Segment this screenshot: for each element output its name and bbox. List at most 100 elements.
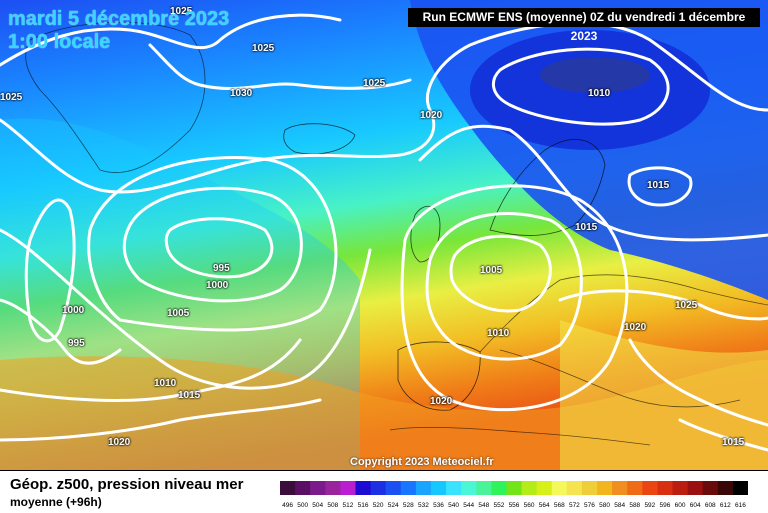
color-scale-swatch: [717, 481, 734, 495]
isobar-label: 995: [213, 263, 230, 274]
color-scale-swatch: [476, 481, 492, 495]
isobar-1005-europe: [449, 234, 552, 313]
forecast-time: 1:00 locale: [8, 31, 111, 53]
color-scale-swatch: [430, 481, 447, 495]
coastline-iceland: [283, 123, 356, 155]
isobar-label: 1025: [0, 92, 23, 103]
color-scale-swatch: [295, 481, 311, 495]
isobar-1015-southeast: [678, 418, 768, 452]
isobar-label: 1020: [420, 110, 443, 121]
isobar-label: 1000: [206, 280, 229, 291]
isobar-label: 1015: [647, 180, 670, 191]
color-scale-tick: 556: [509, 502, 520, 509]
isobar-label: 1025: [252, 43, 275, 54]
color-scale-swatch: [657, 481, 674, 495]
color-scale-swatch: [732, 481, 748, 495]
color-scale-swatch: [370, 481, 387, 495]
color-scale-tick: 584: [614, 502, 625, 509]
isobar-995-west: [0, 298, 122, 365]
isobar-label: 1030: [230, 88, 253, 99]
isobar-label: 1005: [167, 308, 190, 319]
isobar-1025-north: [0, 13, 342, 67]
color-scale-tick: 572: [569, 502, 580, 509]
isobar-1015-europe: [400, 184, 629, 412]
color-scale-swatch: [415, 481, 432, 495]
map-product-title: Géop. z500, pression niveau mer: [10, 476, 244, 493]
color-scale-swatch: [310, 481, 326, 495]
isobar-1000: [122, 186, 303, 303]
map-product-subtitle: moyenne (+96h): [10, 495, 102, 509]
color-scale-swatch: [385, 481, 402, 495]
isobar-1010-low: [491, 47, 670, 126]
map-footer: Géop. z500, pression niveau mer moyenne …: [0, 470, 768, 513]
isobar-label: 1020: [624, 322, 647, 333]
run-info-box: Run ECMWF ENS (moyenne) 0Z du vendredi 1…: [408, 8, 760, 43]
isobar-label: 1005: [480, 265, 503, 276]
coastline-iberia: [397, 341, 481, 411]
isobar-label: 1010: [487, 328, 510, 339]
isobar-1000-west: [24, 198, 76, 343]
color-scale-tick: 540: [448, 502, 459, 509]
color-scale-swatch: [340, 481, 356, 495]
isobar-label: 1025: [363, 78, 386, 89]
isobar-label: 1000: [62, 305, 85, 316]
color-scale-tick: 496: [282, 502, 293, 509]
geopotential-map: [0, 0, 768, 470]
color-scale-swatch: [566, 481, 583, 495]
color-scale-tick: 588: [629, 502, 640, 509]
color-scale-swatch: [551, 481, 568, 495]
isobars: [0, 13, 768, 452]
color-scale-tick: 524: [388, 502, 399, 509]
color-scale-swatch: [612, 481, 628, 495]
color-scale-tick: 552: [493, 502, 504, 509]
isobar-1015-atlantic: [0, 338, 302, 402]
isobar-label: 1020: [108, 437, 131, 448]
color-scale-swatch: [642, 481, 658, 495]
coastline-africa: [389, 427, 651, 446]
color-scale-tick: 596: [660, 502, 671, 509]
low-core-shading: [540, 57, 650, 93]
color-scale-tick: 564: [539, 502, 550, 509]
color-scale-swatch: [506, 481, 523, 495]
color-scale-tick: 500: [297, 502, 308, 509]
map-date-title: mardi 5 décembre 2023 1:00 locale: [8, 8, 229, 53]
isobar-label: 995: [68, 338, 85, 349]
color-scale-swatch: [400, 481, 417, 495]
isobar-995: [164, 217, 274, 279]
copyright-text: Copyright 2023 Meteociel.fr: [350, 456, 494, 468]
color-scale-swatch: [536, 481, 553, 495]
color-scale-tick: 592: [644, 502, 655, 509]
isobar-label: 1010: [588, 88, 611, 99]
forecast-date: mardi 5 décembre 2023: [8, 8, 230, 30]
color-scale-tick: 536: [433, 502, 444, 509]
isobar-1015-closed: [627, 166, 693, 207]
color-scale-swatch: [446, 481, 462, 495]
color-scale-swatch: [461, 481, 477, 495]
color-scale-swatch: [491, 481, 507, 495]
color-scale-tick: 548: [478, 502, 489, 509]
color-scale-tick: 608: [705, 502, 716, 509]
isobar-label: 1015: [178, 390, 201, 401]
isobar-label: 1010: [154, 378, 177, 389]
color-scale-tick: 568: [554, 502, 565, 509]
isobar-1010-atlantic: [0, 228, 372, 390]
color-scale-swatch: [702, 481, 719, 495]
color-scale-tick: 532: [418, 502, 429, 509]
coastline-continent: [479, 274, 768, 408]
coastline-greenland: [25, 21, 206, 173]
color-scale-swatch: [672, 481, 689, 495]
color-scale-swatch: [581, 481, 598, 495]
isobar-label: 1020: [430, 396, 453, 407]
color-scale-tick: 504: [312, 502, 323, 509]
isobar-1025-east: [558, 289, 768, 321]
color-scale-tick: 600: [675, 502, 686, 509]
color-scale: 496 500 504 508 512 516 520 524 528 532 536 540 544 5…: [280, 481, 748, 509]
color-scale-tick: 560: [524, 502, 535, 509]
color-scale-swatch: [597, 481, 613, 495]
color-scale-tick: 516: [358, 502, 369, 509]
coastline-scandinavia: [489, 139, 606, 236]
isobar-label: 1015: [575, 222, 598, 233]
color-scale-swatch: [355, 481, 372, 495]
color-scale-tick: 604: [690, 502, 701, 509]
